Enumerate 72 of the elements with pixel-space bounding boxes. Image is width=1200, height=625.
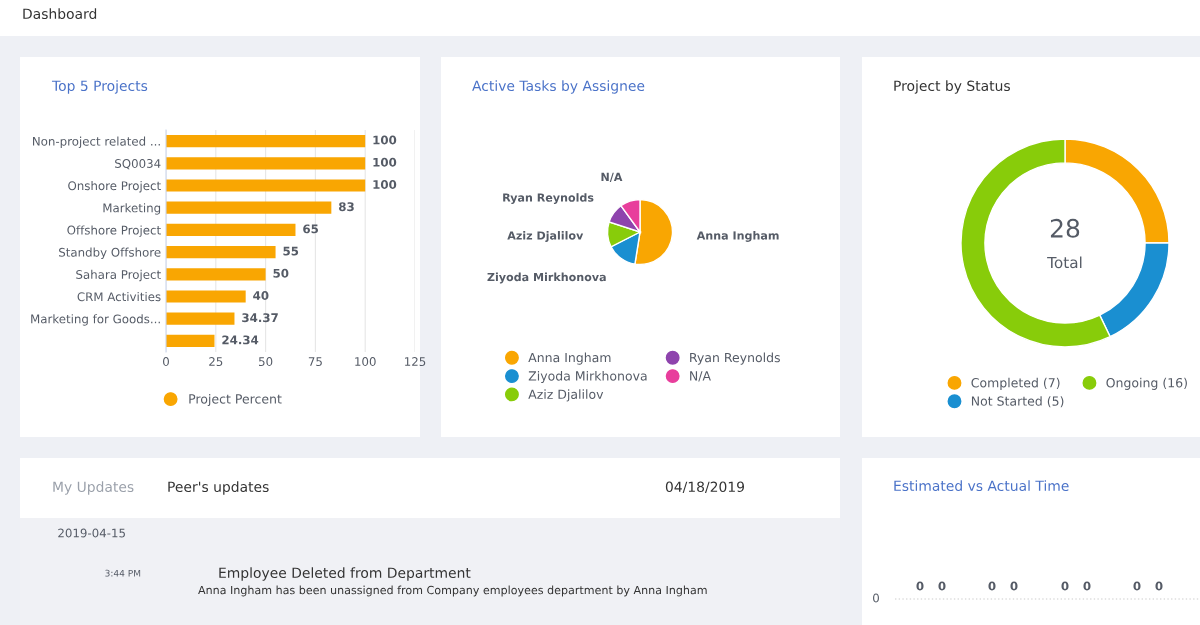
chart-title: Top 5 Projects <box>51 80 148 94</box>
x-tick-label: 100 <box>355 357 376 366</box>
y-tick-label: Marketing <box>103 203 161 215</box>
y-tick-label: Marketing for Goods... <box>31 314 160 326</box>
y-tick-label: Onshore Project <box>68 181 161 193</box>
x-tick-label: 0 <box>163 357 169 366</box>
bar <box>166 334 215 348</box>
legend-label: Anna Ingham <box>528 352 611 365</box>
data-label: 55 <box>283 246 299 256</box>
data-label: 40 <box>253 291 269 300</box>
text: 0 <box>1061 581 1069 591</box>
text: 0 <box>1155 581 1163 591</box>
data-label: 83 <box>339 202 354 212</box>
legend-label: N/A <box>690 371 711 382</box>
x-tick-label: 75 <box>308 357 322 366</box>
text: My Updates <box>53 481 134 495</box>
slice-label: Aziz Djalilov <box>507 231 584 242</box>
legend-label: Completed (7) <box>971 377 1060 390</box>
data-label: 65 <box>303 224 319 234</box>
text: 28 <box>1050 218 1080 238</box>
text: Anna Ingham has been unassigned from Company employees department by Anna Ingham <box>198 585 707 597</box>
text: 0 <box>1133 581 1141 591</box>
x-tick-label: 50 <box>259 357 273 366</box>
data-label: 24.34 <box>222 335 259 345</box>
text: 0 <box>916 581 924 591</box>
text: 0 <box>938 581 946 591</box>
legend-label: Ryan Reynolds <box>690 352 780 365</box>
text: 2019-04-15 <box>58 528 125 538</box>
y-tick-label: Sahara Project <box>76 269 161 282</box>
text: Total <box>1047 256 1082 269</box>
bar <box>166 245 276 259</box>
text: 0 <box>988 581 996 591</box>
text: Peer's updates <box>168 481 269 495</box>
bar <box>166 179 366 192</box>
slice-label: Ziyoda Mirkhonova <box>487 272 606 284</box>
data-label: 100 <box>373 180 397 189</box>
text: Employee Deleted from Department <box>219 567 471 581</box>
text: 0 <box>1010 581 1018 591</box>
legend-label: Project Percent <box>189 393 282 407</box>
x-tick-label: 125 <box>405 357 426 366</box>
text: 0 <box>873 593 879 603</box>
bar <box>166 201 332 214</box>
bar <box>166 312 235 325</box>
chart-title: Project by Status <box>894 80 1010 94</box>
text: 3:44 PM <box>105 569 141 577</box>
bar <box>166 157 366 170</box>
data-label: 34.37 <box>242 313 278 323</box>
text: 04/18/2019 <box>665 481 745 494</box>
data-label: 50 <box>273 268 289 278</box>
text: Estimated vs Actual Time <box>894 480 1069 492</box>
bar <box>166 135 366 148</box>
slice-label: N/A <box>601 172 623 183</box>
legend-label: Ziyoda Mirkhonova <box>528 370 647 384</box>
y-tick-label: SQ0034 <box>115 159 161 170</box>
bar <box>166 268 266 281</box>
bar <box>166 290 246 303</box>
y-tick-label: Non-project related ... <box>33 136 160 149</box>
x-tick-label: 25 <box>209 357 223 366</box>
y-tick-label: Offshore Project <box>67 225 161 237</box>
legend-label: Ongoing (16) <box>1106 377 1187 390</box>
y-tick-label: Standby Offshore <box>59 247 161 260</box>
text: 0 <box>1083 581 1091 591</box>
legend-label: Not Started (5) <box>971 396 1064 408</box>
data-label: 100 <box>373 135 397 145</box>
data-label: 100 <box>373 157 397 167</box>
y-tick-label: CRM Activities <box>77 292 161 302</box>
slice-label: Ryan Reynolds <box>503 193 594 204</box>
bar <box>166 223 296 237</box>
legend-label: Aziz Djalilov <box>528 389 604 402</box>
text: Dashboard <box>23 8 97 20</box>
chart-title: Active Tasks by Assignee <box>472 80 645 94</box>
slice-label: Anna Ingham <box>696 231 779 242</box>
